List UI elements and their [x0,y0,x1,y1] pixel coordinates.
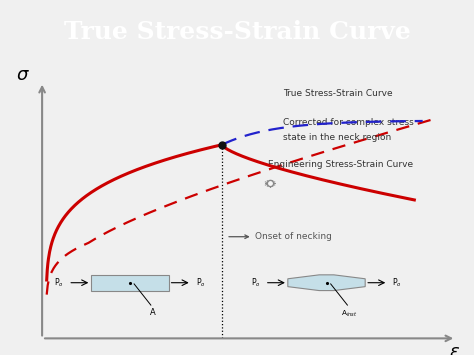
Text: $\varepsilon$: $\varepsilon$ [448,343,460,355]
Text: $\sigma$: $\sigma$ [16,66,30,84]
Text: P$_o$: P$_o$ [251,277,261,289]
Text: A$_{inst}$: A$_{inst}$ [341,309,358,319]
FancyBboxPatch shape [91,275,169,291]
Text: A: A [150,307,156,317]
Text: state in the neck region: state in the neck region [283,133,391,142]
Text: True Stress-Strain Curve: True Stress-Strain Curve [283,89,392,98]
Text: P$_o$: P$_o$ [196,277,206,289]
Text: Engineering Stress-Strain Curve: Engineering Stress-Strain Curve [268,160,413,169]
Text: P$_o$: P$_o$ [55,277,64,289]
Text: Corrected for complex stress: Corrected for complex stress [283,119,413,127]
Text: Onset of necking: Onset of necking [229,232,332,241]
Polygon shape [288,275,365,291]
Text: True Stress-Strain Curve: True Stress-Strain Curve [64,20,410,44]
Text: P$_o$: P$_o$ [392,277,402,289]
